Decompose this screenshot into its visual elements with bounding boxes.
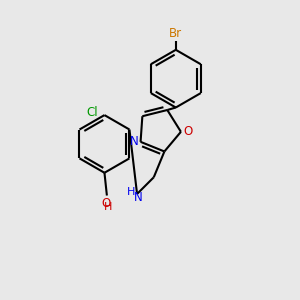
Text: H: H bbox=[127, 188, 135, 197]
Text: O: O bbox=[101, 197, 111, 210]
Text: Br: Br bbox=[169, 27, 182, 40]
Text: H: H bbox=[104, 202, 112, 212]
Text: O: O bbox=[183, 125, 192, 138]
Text: Cl: Cl bbox=[86, 106, 98, 119]
Text: N: N bbox=[134, 190, 143, 203]
Text: N: N bbox=[130, 135, 138, 148]
